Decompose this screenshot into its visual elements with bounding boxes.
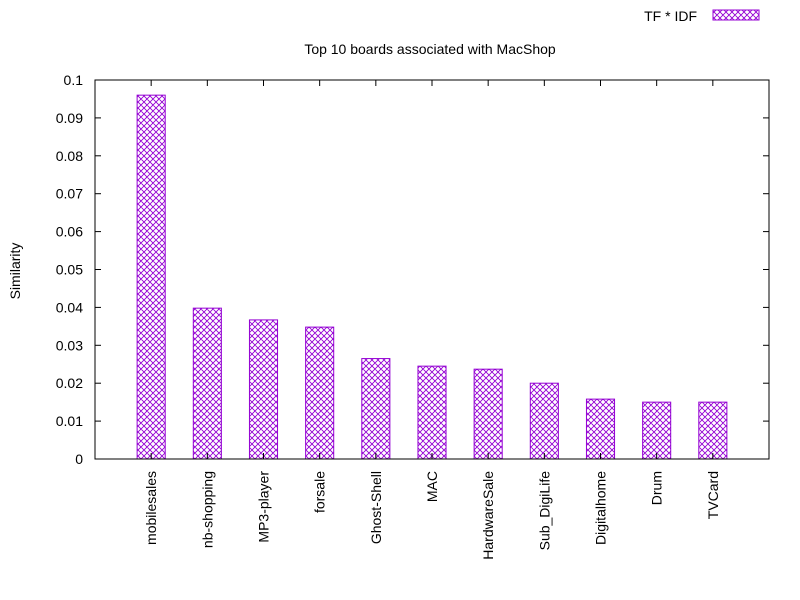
x-tick-label: Digitalhome — [593, 471, 609, 545]
y-tick-label: 0.1 — [64, 72, 84, 88]
x-tick-label: TVCard — [705, 471, 721, 519]
y-tick-label: 0.03 — [56, 337, 83, 353]
y-tick-label: 0.07 — [56, 186, 83, 202]
bar — [136, 94, 166, 460]
chart-title: Top 10 boards associated with MacShop — [304, 41, 556, 57]
y-tick-label: 0.06 — [56, 224, 83, 240]
y-tick-label: 0.05 — [56, 262, 83, 278]
y-tick-label: 0.01 — [56, 413, 83, 429]
bar — [473, 368, 503, 460]
x-tick-label: MP3-player — [256, 471, 272, 543]
x-tick-label: mobilesales — [143, 471, 159, 545]
bar — [585, 398, 616, 460]
y-axis-label: Similarity — [7, 243, 23, 300]
bar — [698, 401, 728, 460]
bars — [136, 80, 728, 460]
y-tick-label: 0 — [75, 451, 83, 467]
x-tick-label: HardwareSale — [480, 471, 496, 560]
y-tick-label: 0.08 — [56, 148, 83, 164]
y-ticks: 0 0.01 0.02 0.03 0.04 0.05 0.06 0.07 0.08 0.09 0.1 — [56, 72, 769, 467]
bar — [192, 307, 222, 460]
x-tick-label: forsale — [312, 471, 328, 513]
plot-frame — [94, 79, 770, 460]
x-tick-label: Sub_DigiLife — [536, 471, 552, 551]
legend-swatch — [712, 9, 760, 21]
x-tick-label: Drum — [649, 471, 665, 505]
x-tick-label: nb-shopping — [199, 471, 215, 548]
y-tick-label: 0.04 — [56, 299, 83, 315]
y-tick-label: 0.02 — [56, 375, 83, 391]
bar — [642, 401, 672, 460]
x-tick-label: Ghost-Shell — [368, 471, 384, 544]
bar — [248, 319, 279, 460]
legend: TF * IDF — [644, 8, 760, 24]
bar — [361, 358, 391, 460]
bar — [305, 326, 335, 460]
x-tick-label: MAC — [424, 471, 440, 502]
y-tick-label: 0.09 — [56, 110, 83, 126]
bar — [529, 382, 559, 460]
x-tick-labels: mobilesales nb-shopping MP3-player forsale G… — [143, 471, 721, 560]
bar — [417, 365, 447, 460]
legend-label: TF * IDF — [644, 8, 697, 24]
